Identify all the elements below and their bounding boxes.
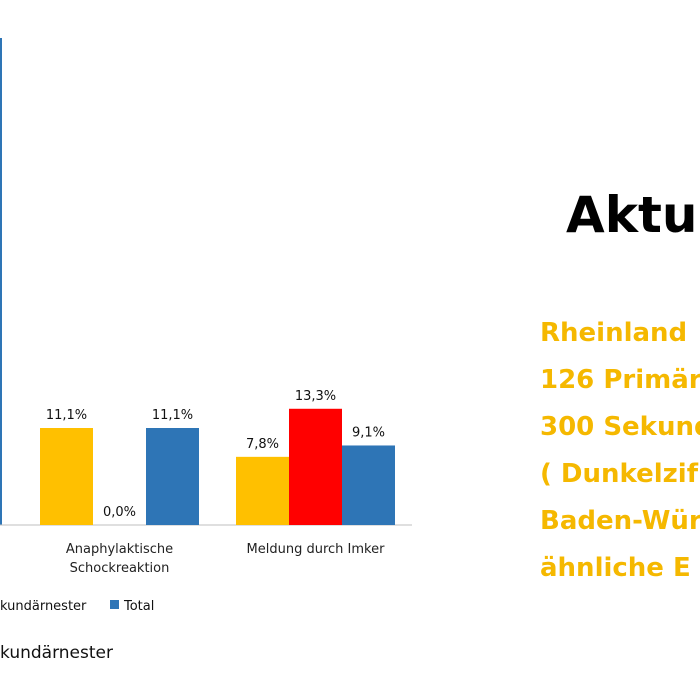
- legend-entry-total: Total: [123, 599, 154, 614]
- legend-entry-secondary: kundärnester: [0, 599, 87, 614]
- category-label-cat1-line0: Meldung durch Imker: [247, 542, 386, 557]
- bar-series0-cat1: [236, 456, 289, 525]
- bar-series1-cat1: [289, 408, 342, 525]
- data-label-series0-cat0: 11,1%: [46, 408, 87, 423]
- data-label-series1-cat1: 13,3%: [295, 389, 336, 404]
- bar-series2-cat1: [342, 445, 395, 525]
- data-label-series2-cat1: 9,1%: [352, 425, 385, 440]
- side-line: 126 Primär: [540, 365, 700, 395]
- bars-group: [40, 408, 395, 525]
- side-line: 300 Sekund: [540, 412, 700, 442]
- side-line: Baden-Wür: [540, 506, 700, 536]
- category-label-cat0-line0: Anaphylaktische: [66, 542, 173, 557]
- bar-series0-cat0: [40, 428, 93, 525]
- footnote: kundärnester: [0, 643, 113, 663]
- data-label-series1-cat0: 0,0%: [103, 505, 136, 520]
- side-line: ähnliche E: [540, 553, 691, 583]
- data-label-series0-cat1: 7,8%: [246, 437, 279, 452]
- legend: kundärnester Total: [0, 599, 154, 614]
- category-labels-group: Anaphylaktische Schockreaktion Meldung dur…: [66, 542, 385, 576]
- slide-heading: Aktu: [566, 186, 698, 244]
- category-label-cat0-line1: Schockreaktion: [70, 561, 170, 576]
- data-label-series2-cat0: 11,1%: [152, 408, 193, 423]
- legend-swatch-total: [110, 600, 119, 609]
- side-line: ( Dunkelzif: [540, 459, 699, 489]
- data-labels-group: 11,1% 0,0% 11,1% 7,8% 13,3% 9,1%: [46, 389, 385, 520]
- side-text-list: Rheinland 126 Primär 300 Sekund ( Dunkel…: [540, 310, 700, 592]
- bar-series2-cat0: [146, 428, 199, 525]
- side-line: Rheinland: [540, 318, 688, 348]
